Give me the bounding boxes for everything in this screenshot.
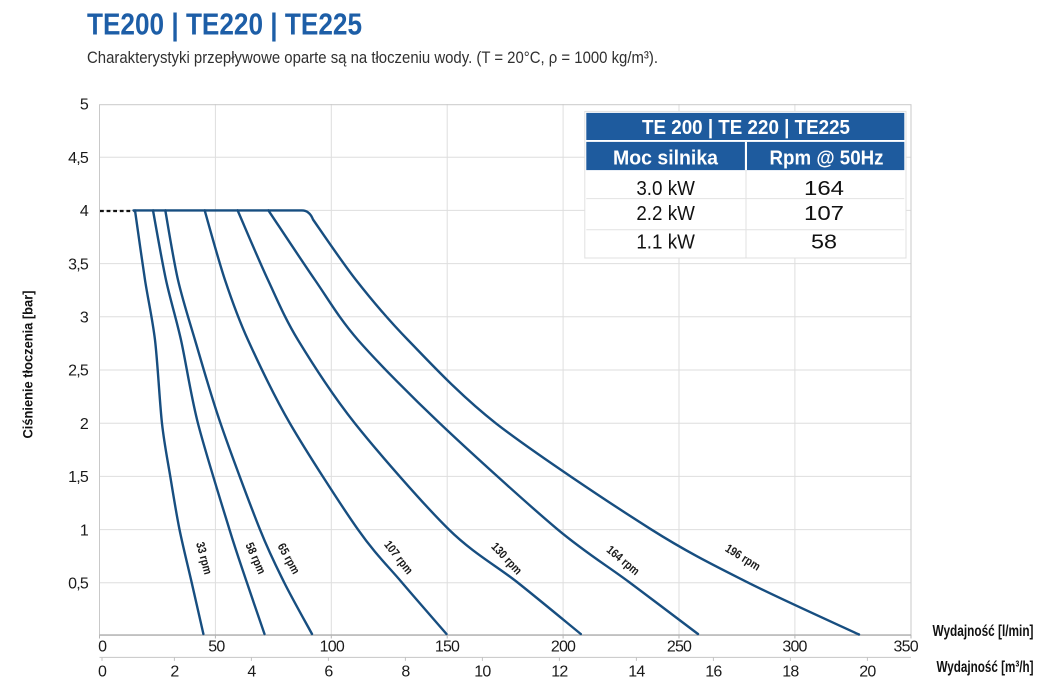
svg-text:2,5: 2,5 bbox=[68, 363, 89, 380]
svg-text:0,5: 0,5 bbox=[68, 576, 89, 593]
svg-text:TE 200 | TE 220 | TE225: TE 200 | TE 220 | TE225 bbox=[642, 116, 850, 139]
svg-text:1,5: 1,5 bbox=[68, 469, 89, 486]
svg-text:20: 20 bbox=[859, 664, 876, 681]
svg-text:4: 4 bbox=[80, 203, 89, 220]
svg-text:107: 107 bbox=[804, 202, 844, 225]
svg-text:164: 164 bbox=[804, 177, 844, 200]
svg-text:Rpm @ 50Hz: Rpm @ 50Hz bbox=[770, 146, 884, 169]
svg-text:Wydajność [l/min]: Wydajność [l/min] bbox=[933, 623, 1034, 640]
svg-text:150: 150 bbox=[435, 639, 460, 656]
svg-text:16: 16 bbox=[705, 664, 722, 681]
svg-text:2.2 kW: 2.2 kW bbox=[636, 202, 695, 225]
svg-text:250: 250 bbox=[667, 639, 692, 656]
svg-text:Moc silnika: Moc silnika bbox=[613, 146, 719, 169]
svg-text:14: 14 bbox=[628, 664, 645, 681]
svg-text:350: 350 bbox=[894, 639, 919, 656]
svg-text:4,5: 4,5 bbox=[68, 150, 89, 167]
svg-text:18: 18 bbox=[782, 664, 799, 681]
svg-text:50: 50 bbox=[208, 639, 225, 656]
svg-text:164 rpm: 164 rpm bbox=[604, 544, 642, 579]
svg-text:Wydajność [m³/h]: Wydajność [m³/h] bbox=[937, 659, 1034, 676]
svg-text:1: 1 bbox=[80, 522, 89, 539]
svg-text:0: 0 bbox=[98, 664, 107, 681]
svg-text:3,5: 3,5 bbox=[68, 256, 89, 273]
svg-text:3: 3 bbox=[80, 310, 89, 327]
svg-text:3.0 kW: 3.0 kW bbox=[636, 177, 695, 200]
svg-text:58: 58 bbox=[811, 230, 837, 253]
svg-text:Ciśnienie tłoczenia [bar]: Ciśnienie tłoczenia [bar] bbox=[20, 291, 36, 439]
svg-text:200: 200 bbox=[551, 639, 576, 656]
svg-text:300: 300 bbox=[782, 639, 807, 656]
svg-text:107 rpm: 107 rpm bbox=[381, 539, 415, 578]
svg-text:6: 6 bbox=[324, 664, 333, 681]
svg-text:1.1 kW: 1.1 kW bbox=[636, 230, 695, 253]
svg-text:196 rpm: 196 rpm bbox=[723, 542, 763, 574]
svg-text:10: 10 bbox=[474, 664, 491, 681]
svg-text:4: 4 bbox=[247, 664, 256, 681]
svg-text:0: 0 bbox=[98, 639, 107, 656]
svg-text:2: 2 bbox=[170, 664, 179, 681]
svg-text:12: 12 bbox=[551, 664, 568, 681]
svg-text:2: 2 bbox=[80, 416, 89, 433]
svg-text:130 rpm: 130 rpm bbox=[488, 540, 524, 577]
svg-text:5: 5 bbox=[80, 97, 89, 114]
svg-text:Charakterystyki przepływowe op: Charakterystyki przepływowe oparte są na… bbox=[87, 48, 658, 67]
svg-text:8: 8 bbox=[401, 664, 410, 681]
svg-text:100: 100 bbox=[320, 639, 345, 656]
svg-text:33 rpm: 33 rpm bbox=[193, 541, 214, 576]
svg-text:TE200 | TE220 | TE225: TE200 | TE220 | TE225 bbox=[87, 7, 362, 42]
svg-text:58 rpm: 58 rpm bbox=[242, 541, 267, 577]
